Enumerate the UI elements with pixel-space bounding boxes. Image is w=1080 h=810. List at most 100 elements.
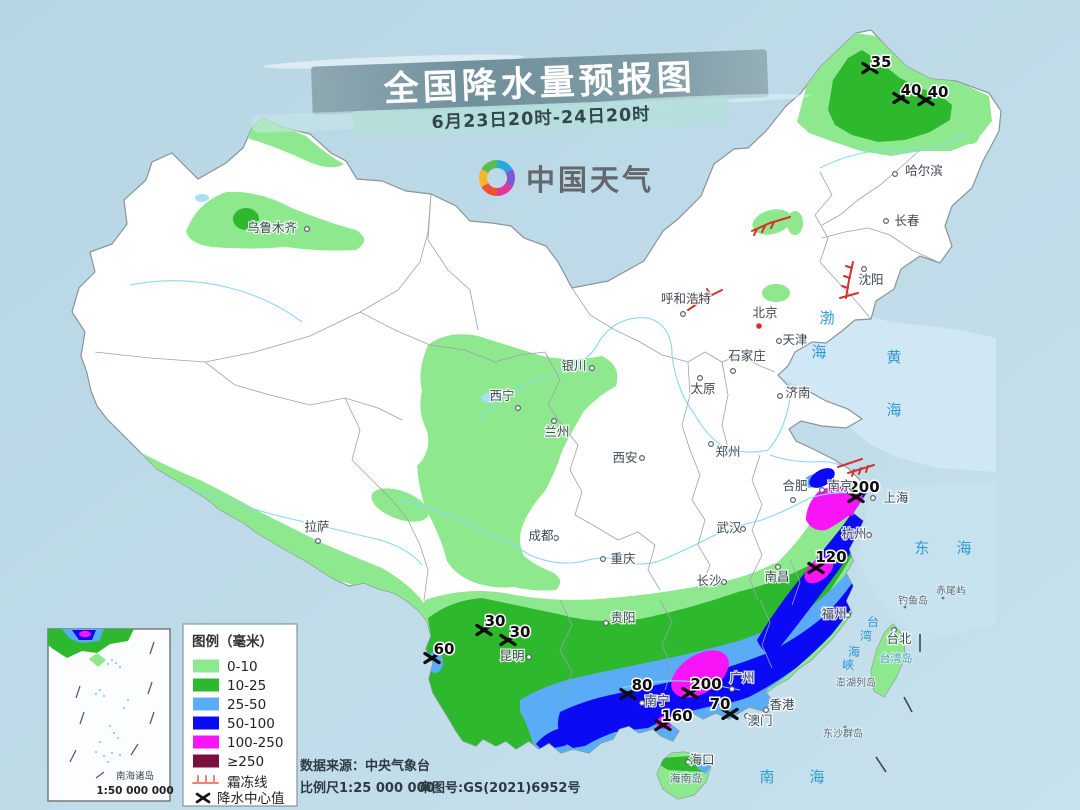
city-label: 上海: [883, 490, 909, 505]
precip-center-x-icon: [195, 792, 211, 804]
legend-swatch: [193, 716, 219, 730]
city-label: 济南: [785, 385, 810, 400]
center-value: 200: [690, 675, 721, 693]
data-source-text: 数据来源：中央气象台: [300, 758, 430, 774]
city-label: 贵阳: [610, 610, 635, 625]
legend-frost-label: 霜冻线: [227, 775, 268, 791]
center-value: 30: [510, 623, 531, 641]
inset-hainan: [89, 653, 106, 667]
frost-line-segments: [687, 216, 875, 477]
city-label: 南宁: [644, 693, 669, 708]
sea-label: 海: [811, 343, 826, 361]
sea-label: 渤: [819, 309, 834, 327]
small-island-dots: [843, 596, 945, 733]
legend-swatch: [193, 735, 219, 749]
center-value: 160: [661, 707, 692, 725]
precip-x-icon: [892, 91, 910, 105]
city-label: 台北: [886, 631, 912, 646]
center-value: 40: [901, 81, 922, 99]
legend-label: 50-100: [227, 716, 275, 732]
city-label: 哈尔滨: [905, 163, 943, 178]
sea-label: 峡: [842, 658, 854, 672]
east-sea-tint: [856, 480, 996, 642]
legend-swatch: [193, 678, 219, 692]
city-label: 呼和浩特: [661, 291, 711, 306]
sea-label: 台: [867, 614, 879, 629]
inset-map: 南海诸岛 1:50 000 000: [47, 628, 174, 802]
center-value: 120: [815, 548, 846, 566]
sea-labels: 渤 海 黄 海 东 海 南 海 台 湾 海 峡: [759, 309, 971, 786]
legend-label: 10-25: [227, 678, 266, 694]
city-label: 西宁: [489, 388, 514, 403]
city-label: 武汉: [716, 520, 742, 535]
legend-title: 图例（毫米）: [192, 633, 273, 650]
city-label: 福州: [821, 606, 846, 621]
precip-center-markers: 35 40 40 200 120 30 30 60 80 200 160 70: [423, 52, 950, 732]
sea-label: 海: [886, 401, 901, 419]
city-label: 南京: [827, 478, 852, 493]
map-scale-text: 比例尺1:25 000 000: [300, 780, 435, 796]
pinwheel-logo-icon: [478, 159, 516, 197]
city-label: 长沙: [696, 573, 722, 588]
precipitation-layers: [94, 33, 992, 799]
bohai-yellow-sea-tint: [778, 316, 996, 472]
city-label: 成都: [528, 528, 554, 543]
precip-x-icon: [917, 93, 935, 107]
precip-x-icon: [861, 61, 879, 75]
frost-line-icon: [192, 775, 219, 784]
island-label: 台湾岛: [880, 651, 913, 665]
precip-x-icon: [807, 561, 825, 575]
city-label: 长春: [894, 213, 920, 228]
legend-label: ≥250: [227, 754, 264, 770]
city-label: 太原: [690, 381, 715, 396]
city-label: 广州: [729, 670, 754, 685]
inset-island-dots: [95, 659, 129, 763]
capital-beijing-dot: [754, 322, 763, 331]
sea-label: 黄: [886, 348, 901, 366]
city-label: 沈阳: [858, 272, 883, 287]
city-label: 香港: [769, 697, 795, 712]
title-banner: 全国降水量预报图 6月23日20时-24日20时: [251, 49, 811, 139]
city-label: 兰州: [544, 424, 569, 439]
island-label: 海南岛: [670, 771, 703, 785]
city-label: 重庆: [610, 551, 636, 566]
city-label: 杭州: [841, 526, 866, 541]
precip-x-icon: [499, 633, 517, 647]
center-value: 80: [632, 676, 653, 694]
city-label: 石家庄: [728, 348, 766, 363]
precip-x-icon: [681, 686, 699, 700]
brand-logo-text: 中国天气: [526, 163, 654, 197]
precip-x-icon: [721, 707, 739, 721]
legend-swatch: [193, 754, 219, 768]
island-label: 东沙群岛: [823, 727, 863, 740]
sea-label: 湾: [860, 628, 872, 643]
city-label: 昆明: [499, 648, 524, 663]
brand-logo: 中国天气: [478, 159, 654, 197]
sea-label: 南: [759, 768, 774, 786]
island-label: 钓鱼岛: [898, 594, 928, 607]
precip-x-icon: [475, 623, 493, 637]
sea-label: 东: [914, 539, 929, 557]
inset-scale: 1:50 000 000: [96, 785, 173, 797]
sea-label: 海: [848, 644, 860, 659]
legend-box: 图例（毫米） 0-10 10-25 25-50 50-100 100-250 ≥…: [182, 623, 298, 807]
center-value: 40: [928, 83, 949, 101]
inset-dash-line: [69, 641, 155, 779]
city-label: 海口: [689, 752, 714, 767]
city-label: 南昌: [764, 569, 789, 584]
city-label: 合肥: [782, 478, 808, 493]
legend-swatch: [193, 659, 219, 673]
banner-streak: [263, 54, 524, 69]
center-value: 70: [710, 695, 731, 713]
legend-label: 0-10: [227, 659, 258, 675]
precip-x-icon: [619, 687, 637, 701]
center-value: 200: [848, 478, 879, 496]
center-value: 35: [871, 53, 892, 71]
legend-frame: [182, 623, 298, 807]
city-dots: [304, 171, 898, 765]
precip-10-25-regions: [233, 50, 952, 772]
city-label: 北京: [752, 305, 777, 320]
precip-x-icon: [423, 651, 441, 665]
sea-label: 海: [809, 768, 824, 786]
